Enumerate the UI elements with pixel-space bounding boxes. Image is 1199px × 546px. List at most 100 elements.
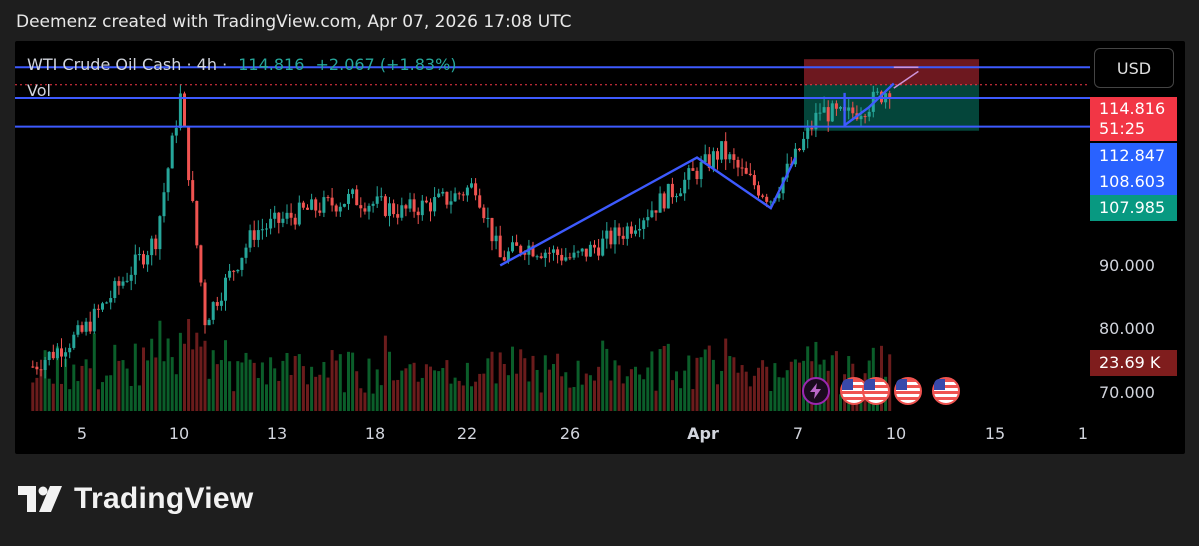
candle-body	[437, 193, 441, 198]
candle-body	[552, 249, 555, 253]
candle-body	[441, 191, 445, 194]
volume-bar	[839, 394, 842, 411]
candle-body	[64, 352, 68, 357]
volume-bar	[355, 371, 359, 411]
candle-body	[236, 269, 240, 272]
volume-bar	[265, 384, 268, 411]
candle-body	[248, 230, 252, 248]
candle-body	[675, 196, 678, 198]
volume-bar	[679, 388, 683, 411]
volume-bar	[584, 373, 588, 411]
candle-body	[654, 210, 658, 213]
volume-bar	[531, 355, 535, 411]
candle-body	[564, 257, 568, 261]
x-tick-26: 26	[559, 424, 581, 443]
lightning-event-icon[interactable]	[802, 377, 830, 405]
candle-body	[142, 254, 145, 265]
volume-bar	[420, 377, 424, 411]
trend-line-drawing[interactable]	[499, 156, 797, 267]
volume-bar	[392, 380, 396, 411]
candle-body	[609, 230, 613, 245]
trend-drawings[interactable]	[499, 66, 919, 267]
volume-legend[interactable]: Vol	[27, 81, 51, 100]
volume-bar	[359, 388, 363, 411]
flag-canton	[896, 379, 907, 390]
volume-bar	[711, 359, 715, 411]
candle-body	[265, 228, 268, 230]
x-tick-10b: 10	[885, 424, 907, 443]
candle-body	[183, 93, 186, 127]
volume-bar	[92, 333, 96, 411]
candle-body	[420, 200, 424, 216]
candle-body	[695, 170, 699, 180]
candle-body	[888, 93, 892, 99]
price-change: +2.067 (+1.83%)	[315, 55, 457, 74]
volume-bar	[338, 354, 342, 411]
candle-body	[711, 151, 715, 168]
tradingview-logo[interactable]: TradingView	[18, 482, 253, 516]
symbol-name[interactable]: WTI Crude Oil Cash · 4h ·	[27, 55, 228, 74]
take-profit-zone[interactable]	[804, 84, 979, 131]
candle-body	[875, 91, 879, 93]
volume-bar	[154, 357, 158, 411]
volume-bar	[383, 335, 387, 411]
volume-bar	[240, 362, 244, 411]
volume-bar	[314, 376, 318, 411]
volume-bar	[601, 340, 605, 411]
volume-bar	[560, 376, 564, 411]
volume-bar	[453, 377, 457, 411]
candle-body	[219, 300, 223, 306]
currency-button[interactable]: USD	[1094, 48, 1174, 88]
volume-bar	[716, 384, 719, 411]
us-flag-event-icon[interactable]	[932, 377, 960, 405]
candle-body	[215, 302, 219, 306]
volume-bar	[888, 354, 892, 411]
volume-bar	[388, 351, 391, 411]
pattern-drawing[interactable]	[843, 82, 895, 128]
volume-bar	[617, 365, 621, 411]
volume-bar	[195, 332, 199, 411]
volume-bar	[814, 341, 818, 411]
volume-bar	[732, 357, 736, 411]
volume-bar	[51, 383, 55, 411]
us-flag-event-icon[interactable]	[894, 377, 922, 405]
candle-body	[568, 257, 572, 259]
candle-body	[113, 281, 117, 299]
candle-body	[338, 206, 342, 212]
chart-area[interactable]: WTI Crude Oil Cash · 4h · 114.816 +2.067…	[15, 41, 1185, 454]
volume-bar	[748, 386, 752, 411]
volume-bar	[293, 356, 297, 411]
price-chart[interactable]	[15, 41, 1185, 454]
position-box[interactable]	[804, 59, 979, 131]
candle-body	[388, 203, 391, 216]
candle-body	[465, 187, 469, 196]
volume-bar	[199, 346, 203, 411]
volume-bar	[777, 377, 781, 411]
candle-body	[691, 168, 695, 171]
candle-body	[482, 207, 486, 219]
us-flag-event-icon[interactable]	[862, 377, 890, 405]
candle-body	[834, 103, 838, 109]
candle-body	[597, 247, 601, 256]
candle-body	[560, 254, 564, 261]
volume-bar	[416, 381, 420, 411]
volume-bar	[232, 391, 236, 411]
candle-body	[511, 242, 514, 252]
volume-bar	[35, 377, 39, 411]
level-tag-upper: 112.847	[1090, 143, 1177, 169]
candle-body	[137, 254, 141, 256]
candle-body	[724, 141, 728, 160]
candle-body	[806, 127, 810, 139]
stop-loss-zone[interactable]	[804, 59, 979, 85]
candle-body	[740, 167, 744, 169]
candle-body	[822, 107, 826, 113]
candle-body	[412, 199, 416, 212]
x-tick-1: 1	[1077, 424, 1089, 443]
candle-body	[256, 230, 260, 240]
volume-bar	[334, 360, 338, 411]
volume-bar	[539, 392, 543, 411]
volume-bar	[183, 343, 186, 411]
volume-bar	[166, 338, 170, 411]
volume-bar	[125, 368, 129, 411]
arrow-drawing[interactable]	[893, 70, 919, 89]
